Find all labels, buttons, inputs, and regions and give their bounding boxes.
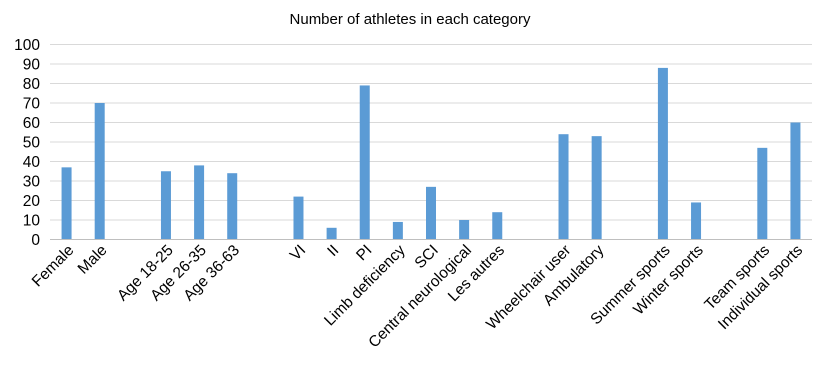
bar-winter-sports — [691, 202, 702, 240]
y-tick-label: 70 — [23, 96, 41, 113]
x-tick-label: PI — [353, 242, 375, 264]
y-axis-ticks: 0 10 20 30 40 50 60 70 80 90 100 — [14, 37, 40, 249]
y-tick-label: 90 — [23, 57, 41, 74]
y-tick-label: 40 — [23, 154, 41, 171]
x-tick-label: Male — [75, 242, 111, 278]
bar-female — [61, 167, 72, 240]
bar-pi — [359, 85, 370, 240]
bar-male — [94, 103, 105, 240]
bar-ii — [326, 227, 337, 240]
bar-vi — [293, 196, 304, 240]
y-tick-label: 20 — [23, 193, 41, 210]
y-tick-label: 30 — [23, 174, 41, 191]
bar-age-26-35 — [194, 165, 205, 240]
y-tick-label: 50 — [23, 135, 41, 152]
y-tick-label: 10 — [23, 213, 41, 230]
x-tick-label: II — [324, 242, 342, 260]
bar-limb-deficiency — [392, 221, 403, 240]
chart-title: Number of athletes in each category — [290, 11, 531, 28]
bar-central-neurological — [459, 220, 470, 240]
bar-sci — [426, 186, 436, 240]
bars — [61, 67, 801, 240]
y-tick-label: 100 — [14, 37, 40, 54]
bar-individual-sports — [790, 122, 801, 240]
y-tick-label: 60 — [23, 115, 41, 132]
bar-age-18-25 — [160, 171, 171, 240]
bar-wheelchair-user — [558, 134, 569, 240]
bar-age-36-63 — [227, 173, 238, 240]
bar-ambulatory — [591, 136, 602, 240]
bar-les-autres — [492, 212, 503, 240]
y-tick-label: 80 — [23, 76, 41, 93]
x-tick-label: Female — [29, 242, 78, 291]
bar-team-sports — [757, 147, 768, 240]
x-tick-label: VI — [287, 242, 309, 264]
y-tick-label: 0 — [31, 232, 40, 249]
bar-summer-sports — [657, 67, 668, 240]
gridlines — [50, 44, 812, 221]
